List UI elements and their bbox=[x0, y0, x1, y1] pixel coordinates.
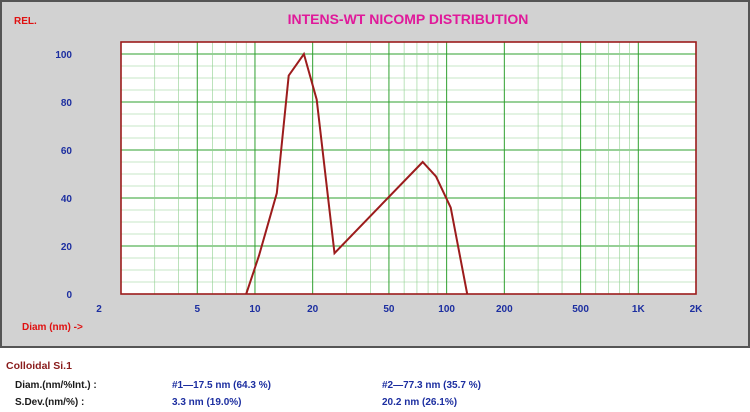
chart-title: INTENS-WT NICOMP DISTRIBUTION bbox=[288, 11, 529, 27]
y-tick-label: 100 bbox=[55, 50, 72, 61]
x-axis-label: Diam (nm) -> bbox=[22, 322, 83, 333]
x-tick-label: 1K bbox=[632, 304, 646, 315]
y-tick-labels: 0 20 40 60 80 100 bbox=[55, 50, 72, 301]
x-tick-label: 5 bbox=[194, 304, 200, 315]
peak1-sdev: 3.3 nm (19.0%) bbox=[172, 397, 242, 408]
sample-name: Colloidal Si.1 bbox=[6, 360, 72, 372]
y-tick-label: 0 bbox=[66, 290, 72, 301]
chart-panel: REL. INTENS-WT NICOMP DISTRIBUTION 0 20 40… bbox=[0, 0, 750, 348]
peak1-diam: #1—17.5 nm (64.3 %) bbox=[172, 380, 271, 391]
distribution-chart: REL. INTENS-WT NICOMP DISTRIBUTION 0 20 40… bbox=[0, 0, 750, 348]
results-panel: Colloidal Si.1 Diam.(nm/%Int.) : #1—17.5… bbox=[0, 350, 750, 412]
plot-area bbox=[121, 42, 696, 294]
y-axis-label: REL. bbox=[14, 16, 37, 27]
x-tick-label: 2K bbox=[690, 304, 704, 315]
y-tick-label: 20 bbox=[61, 242, 73, 253]
x-tick-label: 200 bbox=[496, 304, 513, 315]
y-tick-label: 80 bbox=[61, 98, 73, 109]
plot-frame bbox=[120, 41, 697, 295]
y-tick-label: 40 bbox=[61, 194, 73, 205]
diam-label: Diam.(nm/%Int.) : bbox=[15, 380, 97, 391]
x-tick-labels: 2 5 10 20 50 100 200 500 1K 2K bbox=[96, 304, 703, 315]
x-tick-label: 500 bbox=[572, 304, 589, 315]
x-tick-label: 100 bbox=[438, 304, 455, 315]
x-tick-label: 2 bbox=[96, 304, 102, 315]
x-tick-label: 50 bbox=[383, 304, 395, 315]
y-tick-label: 60 bbox=[61, 146, 73, 157]
peak2-sdev: 20.2 nm (26.1%) bbox=[382, 397, 458, 408]
peak2-diam: #2—77.3 nm (35.7 %) bbox=[382, 380, 481, 391]
x-tick-label: 10 bbox=[249, 304, 261, 315]
x-tick-label: 20 bbox=[307, 304, 319, 315]
sdev-label: S.Dev.(nm/%) : bbox=[15, 397, 85, 408]
panel-border bbox=[0, 0, 750, 348]
distribution-line bbox=[245, 51, 469, 295]
